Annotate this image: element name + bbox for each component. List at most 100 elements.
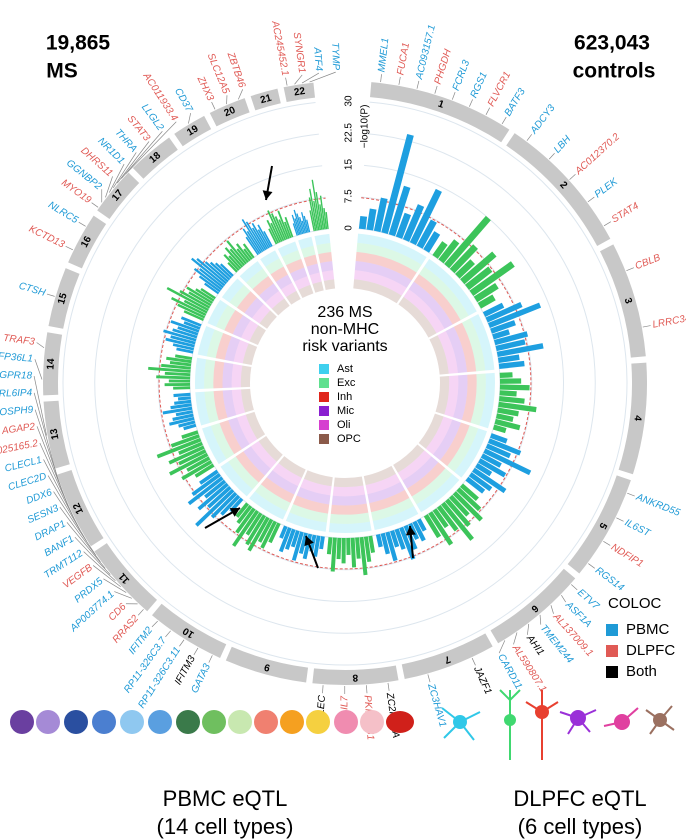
cell-type-ring (403, 289, 445, 334)
manhattan-bar (181, 430, 199, 440)
cell-type-ring (402, 456, 439, 489)
legend-swatch (319, 434, 329, 444)
cell-type-ring (432, 419, 461, 461)
cell-type-ring (323, 279, 336, 290)
cell-type-ring (294, 276, 311, 290)
manhattan-bar (197, 482, 229, 511)
manhattan-bar (170, 320, 200, 333)
gene-leader (398, 76, 401, 85)
cell-type-ring (271, 298, 290, 316)
cell-type-ring (278, 456, 306, 478)
gene-label: CLECL1 (4, 455, 43, 475)
manhattan-bar (499, 384, 530, 391)
manhattan-bar (169, 416, 195, 426)
cell-type-ring (206, 329, 224, 359)
chromosome-band (42, 332, 63, 396)
legend-swatch (606, 624, 618, 636)
cell-type-ring (237, 414, 258, 445)
manhattan-bar (399, 526, 416, 560)
manhattan-bar (245, 514, 267, 546)
cell-type-ring (300, 478, 332, 496)
manhattan-bar (388, 185, 411, 237)
manhattan-bar (475, 463, 493, 477)
cell-type-ring (228, 417, 250, 450)
manhattan-bar (291, 214, 300, 236)
arrow-head (304, 536, 314, 547)
gene-leader (114, 591, 132, 599)
grid-line (62, 101, 628, 666)
gene-leader (34, 359, 43, 380)
cell-type-ring (249, 491, 287, 520)
gene-leader (137, 609, 144, 616)
gene-leader (569, 173, 576, 180)
manhattan-bar (303, 215, 309, 233)
manhattan-bar (198, 275, 221, 293)
chromosome-band (599, 244, 646, 358)
manhattan-bar (296, 213, 304, 235)
gene-leader (125, 121, 177, 175)
gene-label: ZC3HAV1 (425, 682, 448, 729)
manhattan-bar (492, 424, 507, 434)
manhattan-bar (355, 537, 361, 559)
legend-label: Both (626, 663, 657, 680)
gene-leader (188, 112, 191, 124)
cell-type-ring (356, 242, 422, 273)
manhattan-bar (416, 219, 437, 249)
gene-leader (34, 409, 64, 494)
manhattan-bar (438, 239, 460, 264)
chromosome-band (97, 172, 140, 219)
manhattan-bar (186, 456, 211, 472)
manhattan-bar (173, 392, 191, 398)
manhattan-bar (245, 512, 263, 536)
gene-label: ARL6IP4 (0, 388, 33, 400)
cell-type-ring (355, 251, 417, 281)
cell-type-ring (260, 477, 295, 503)
manhattan-bar (169, 361, 192, 367)
chromosome-band (250, 88, 281, 111)
manhattan-bar (175, 410, 193, 417)
cell-type-ring (246, 268, 269, 290)
chromosome-label: 1 (436, 99, 445, 111)
gene-label: TRAF3 (3, 333, 36, 348)
gene-label: FUCA1 (395, 42, 412, 76)
manhattan-bar (266, 219, 280, 244)
manhattan-bar (498, 401, 537, 413)
cell-type-ring (440, 422, 470, 467)
cell-type-ring (290, 267, 308, 282)
manhattan-bar (485, 302, 523, 323)
manhattan-bar (402, 204, 425, 242)
manhattan-bar (263, 230, 273, 247)
manhattan-bar (179, 290, 211, 309)
manhattan-bar (290, 530, 300, 548)
manhattan-bar (163, 329, 197, 342)
manhattan-bar (220, 494, 241, 516)
cell-type-ring (418, 413, 444, 449)
gene-leader (33, 375, 47, 436)
manhattan-bar (487, 302, 542, 329)
coloc-title: COLOC (608, 595, 662, 612)
manhattan-bar (268, 228, 278, 245)
cell-type-ring (219, 420, 242, 455)
cell-type-ring (470, 314, 495, 371)
gene-leader (121, 131, 163, 179)
manhattan-bar (169, 452, 209, 476)
gene-leader (527, 623, 530, 635)
cell-type-ring (316, 242, 332, 255)
chromosome-band (490, 568, 576, 644)
manhattan-bar (224, 247, 244, 268)
manhattan-bar (319, 195, 326, 230)
manhattan-bar (478, 458, 507, 478)
manhattan-bar (309, 188, 318, 231)
cell-type-ring (425, 416, 453, 455)
manhattan-bar (285, 528, 296, 550)
manhattan-bar (204, 479, 227, 499)
cell-type-ring (241, 320, 259, 342)
cell-type-ring (255, 484, 291, 512)
manhattan-bar (449, 244, 478, 274)
gene-leader (539, 614, 542, 625)
manhattan-bar (490, 320, 516, 334)
gene-label: AC093157.1 (414, 24, 438, 82)
cell-type-ring (221, 278, 245, 303)
manhattan-bar (172, 343, 195, 351)
cell-type-ring (479, 372, 496, 429)
